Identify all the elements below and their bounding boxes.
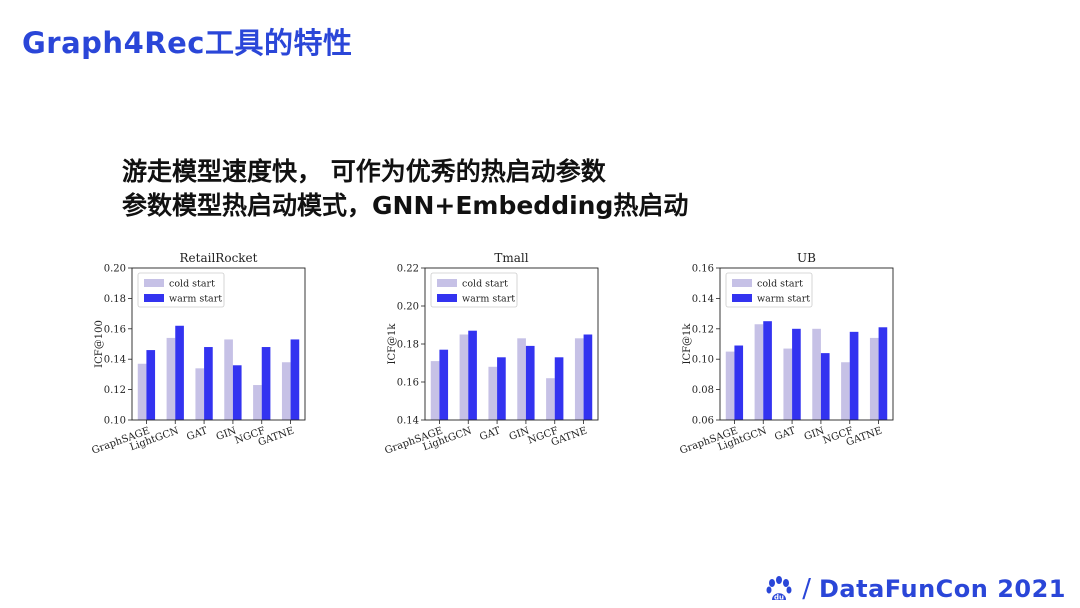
plot-frame xyxy=(424,267,599,421)
headline-line-2: 参数模型热启动模式，GNN+Embedding热启动 xyxy=(122,191,689,220)
chart-title: Tmall xyxy=(494,251,528,265)
y-tick-label: 0.10 xyxy=(692,355,714,366)
bar-warm-start xyxy=(583,334,593,420)
y-tick-label: 0.08 xyxy=(692,385,714,396)
bar-warm-start xyxy=(261,347,271,420)
x-tick-label: GAT xyxy=(185,425,209,443)
y-axis-label: ICF@100 xyxy=(94,320,105,368)
plot-frame xyxy=(719,267,894,421)
bar-warm-start xyxy=(554,357,564,420)
bar-warm-start xyxy=(204,347,213,420)
bar-cold-start xyxy=(166,337,176,420)
bar-cold-start xyxy=(783,348,793,420)
bar-warm-start xyxy=(290,339,300,420)
bar-cold-start xyxy=(430,361,440,420)
legend-label: cold start xyxy=(462,279,508,290)
legend-swatch xyxy=(732,279,752,287)
chart-svg: UBICF@1k0.060.080.100.120.140.16GraphSAG… xyxy=(678,251,894,457)
bar-warm-start xyxy=(232,365,242,420)
bar-warm-start xyxy=(878,327,888,420)
y-tick-label: 0.12 xyxy=(692,324,714,335)
slide-title: Graph4Rec工具的特性 xyxy=(22,26,353,60)
chart-title: RetailRocket xyxy=(180,251,258,265)
y-tick-label: 0.06 xyxy=(692,416,714,427)
bar-cold-start xyxy=(137,363,147,420)
x-tick-label: GAT xyxy=(773,425,797,443)
bar-warm-start xyxy=(468,330,477,420)
bar-cold-start xyxy=(488,366,498,420)
y-tick-label: 0.16 xyxy=(104,324,126,335)
chart-title: UB xyxy=(797,251,816,265)
y-tick-label: 0.20 xyxy=(104,264,126,275)
bar-cold-start xyxy=(195,368,205,420)
bar-warm-start xyxy=(497,357,506,420)
y-tick-label: 0.14 xyxy=(397,416,419,427)
bar-warm-start xyxy=(734,345,744,420)
legend-label: warm start xyxy=(757,294,810,305)
y-tick-label: 0.10 xyxy=(104,416,126,427)
headline-line-1: 游走模型速度快， 可作为优秀的热启动参数 xyxy=(122,157,606,186)
legend-swatch xyxy=(144,279,164,287)
chart-ub: UB ICF@1k 0.06 0.08 0.10 0.12 0.14 0.16 GraphSAG… xyxy=(678,248,978,463)
bar-cold-start xyxy=(224,339,233,420)
y-tick-label: 0.16 xyxy=(692,264,714,275)
chart-retailrocket: RetailRocket ICF@100 0.10 0.12 0.14 0.16 0.18 0… xyxy=(90,248,390,463)
bar-cold-start xyxy=(459,334,469,420)
legend-swatch xyxy=(437,294,457,302)
bar-cold-start xyxy=(574,338,584,420)
bar-warm-start xyxy=(146,350,156,420)
chart-tmall: Tmall ICF@1k 0.14 0.16 0.18 0.20 0.22 GraphSAGE… xyxy=(383,248,683,463)
y-tick-label: 0.14 xyxy=(692,294,714,305)
bar-cold-start xyxy=(253,385,262,420)
bar-cold-start xyxy=(812,328,821,420)
chart-svg: RetailRocket ICF@100 0.10 0.12 0.14 0.16 0.18 0… xyxy=(90,251,306,457)
bar-warm-start xyxy=(525,345,535,420)
y-tick-label: 0.12 xyxy=(104,385,126,396)
headline: 游走模型速度快， 可作为优秀的热启动参数 参数模型热启动模式，GNN+Embed… xyxy=(122,155,688,223)
bar-warm-start xyxy=(820,353,830,420)
legend-swatch xyxy=(732,294,752,302)
footer-brand: du / DataFunCon 2021 xyxy=(764,574,1066,604)
bar-warm-start xyxy=(763,321,772,420)
bar-cold-start xyxy=(725,351,735,420)
y-axis-label: ICF@1k xyxy=(682,323,693,365)
footer-text: DataFunCon 2021 xyxy=(819,575,1066,603)
y-tick-label: 0.22 xyxy=(397,264,419,275)
bar-warm-start xyxy=(439,349,449,420)
y-tick-label: 0.18 xyxy=(104,294,126,305)
y-tick-label: 0.18 xyxy=(397,340,419,351)
plot-frame xyxy=(131,267,306,421)
legend-label: warm start xyxy=(169,294,222,305)
bar-cold-start xyxy=(281,362,291,420)
legend-label: cold start xyxy=(169,279,215,290)
bar-warm-start xyxy=(175,325,184,420)
y-tick-label: 0.14 xyxy=(104,355,126,366)
legend-swatch xyxy=(144,294,164,302)
bar-cold-start xyxy=(517,338,526,420)
legend-label: warm start xyxy=(462,294,515,305)
bar-warm-start xyxy=(792,328,801,420)
bar-cold-start xyxy=(754,324,764,420)
baidu-paw-icon: du xyxy=(766,576,792,602)
bar-cold-start xyxy=(869,337,879,420)
legend-swatch xyxy=(437,279,457,287)
chart-svg: TmallICF@1k0.140.160.180.200.22GraphSAGE… xyxy=(383,251,599,457)
logo-text: du xyxy=(774,594,784,602)
bar-cold-start xyxy=(546,378,555,420)
y-tick-label: 0.16 xyxy=(397,378,419,389)
bar-cold-start xyxy=(841,362,850,420)
x-tick-label: GAT xyxy=(478,425,502,443)
footer-separator: / xyxy=(802,574,811,604)
y-axis-label: ICF@1k xyxy=(387,323,398,365)
legend-label: cold start xyxy=(757,279,803,290)
bar-warm-start xyxy=(849,331,859,420)
y-tick-label: 0.20 xyxy=(397,302,419,313)
